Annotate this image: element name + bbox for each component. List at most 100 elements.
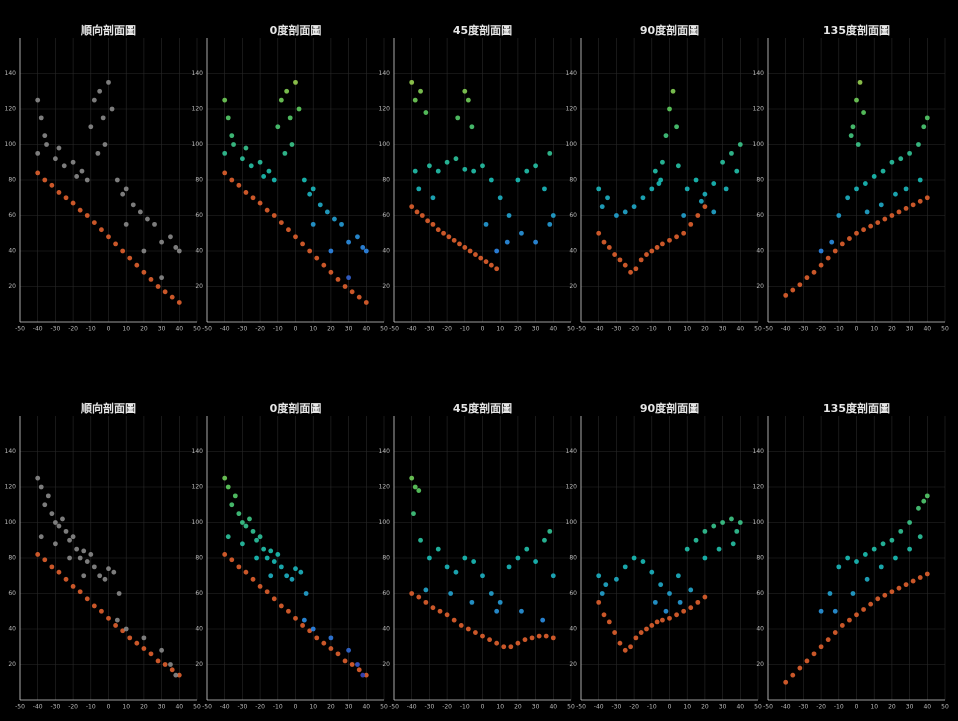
point bbox=[702, 528, 708, 534]
point bbox=[360, 245, 366, 250]
point bbox=[478, 255, 484, 261]
point bbox=[882, 592, 888, 598]
point bbox=[307, 628, 313, 634]
point bbox=[649, 623, 655, 628]
point bbox=[38, 115, 44, 121]
point bbox=[301, 177, 307, 183]
point bbox=[839, 623, 845, 628]
point bbox=[606, 619, 612, 625]
point bbox=[811, 651, 817, 657]
point bbox=[903, 206, 909, 211]
point bbox=[310, 626, 316, 632]
point bbox=[638, 257, 644, 263]
y-tick-label: 20 bbox=[195, 661, 203, 668]
x-tick-label: 30 bbox=[719, 704, 727, 711]
x-tick-label: -10 bbox=[460, 326, 470, 333]
point bbox=[614, 576, 619, 582]
x-tick-label: -20 bbox=[68, 704, 78, 711]
point bbox=[845, 555, 851, 561]
point bbox=[355, 662, 360, 667]
point bbox=[660, 617, 665, 623]
point bbox=[681, 608, 687, 614]
point bbox=[240, 541, 245, 547]
point bbox=[606, 245, 612, 250]
x-tick-label: 0 bbox=[107, 326, 111, 333]
point bbox=[483, 259, 489, 265]
point bbox=[667, 591, 672, 596]
point bbox=[848, 133, 854, 139]
point bbox=[550, 573, 556, 579]
point bbox=[225, 115, 231, 121]
point bbox=[134, 262, 140, 268]
point bbox=[480, 573, 485, 579]
x-tick-label: 20 bbox=[888, 704, 896, 711]
point bbox=[97, 573, 103, 579]
point bbox=[79, 168, 85, 174]
point bbox=[675, 573, 681, 579]
point bbox=[250, 528, 256, 534]
point bbox=[649, 248, 655, 254]
point bbox=[176, 672, 182, 678]
point bbox=[832, 608, 838, 614]
point bbox=[818, 262, 824, 268]
x-tick-label: 40 bbox=[549, 326, 557, 333]
point bbox=[790, 287, 796, 293]
point bbox=[356, 294, 362, 300]
point bbox=[152, 221, 157, 227]
point bbox=[248, 163, 254, 169]
point bbox=[42, 177, 48, 183]
point bbox=[254, 555, 259, 561]
point bbox=[536, 633, 542, 639]
x-tick-label: 30 bbox=[345, 704, 353, 711]
point bbox=[412, 168, 418, 174]
y-tick-label: 60 bbox=[8, 590, 16, 597]
point bbox=[243, 145, 249, 151]
point bbox=[473, 252, 478, 257]
point bbox=[91, 564, 97, 570]
point bbox=[688, 221, 694, 227]
point bbox=[825, 255, 831, 261]
point bbox=[317, 202, 323, 208]
point bbox=[243, 523, 249, 529]
point bbox=[631, 555, 637, 561]
point bbox=[120, 248, 126, 254]
point bbox=[854, 97, 859, 103]
point bbox=[547, 528, 553, 534]
point bbox=[123, 186, 129, 192]
point bbox=[284, 573, 290, 579]
point bbox=[286, 608, 291, 614]
point bbox=[855, 142, 861, 147]
point bbox=[222, 97, 228, 103]
x-tick-label: -40 bbox=[33, 326, 43, 333]
point bbox=[515, 555, 521, 561]
x-tick-label: 40 bbox=[923, 326, 931, 333]
point bbox=[670, 88, 676, 94]
point bbox=[674, 234, 679, 240]
y-tick-label: 20 bbox=[8, 661, 16, 668]
x-tick-label: 0 bbox=[481, 326, 485, 333]
point bbox=[656, 181, 662, 186]
point bbox=[864, 576, 870, 582]
point bbox=[875, 596, 881, 602]
point bbox=[261, 546, 267, 552]
point bbox=[695, 213, 701, 218]
point bbox=[533, 559, 538, 564]
y-tick-label: 120 bbox=[192, 106, 204, 113]
point bbox=[243, 569, 249, 575]
point bbox=[67, 537, 72, 543]
point bbox=[310, 221, 316, 227]
point bbox=[596, 599, 602, 605]
point bbox=[622, 647, 628, 653]
point bbox=[346, 239, 351, 245]
point bbox=[42, 557, 48, 563]
point bbox=[257, 584, 263, 589]
point bbox=[850, 124, 856, 130]
point bbox=[617, 257, 623, 263]
y-tick-label: 40 bbox=[756, 626, 764, 633]
point bbox=[423, 110, 429, 115]
point bbox=[102, 142, 108, 147]
x-tick-label: -30 bbox=[611, 704, 621, 711]
y-tick-label: 80 bbox=[756, 555, 764, 562]
x-tick-label: 30 bbox=[532, 704, 540, 711]
point bbox=[314, 255, 320, 261]
